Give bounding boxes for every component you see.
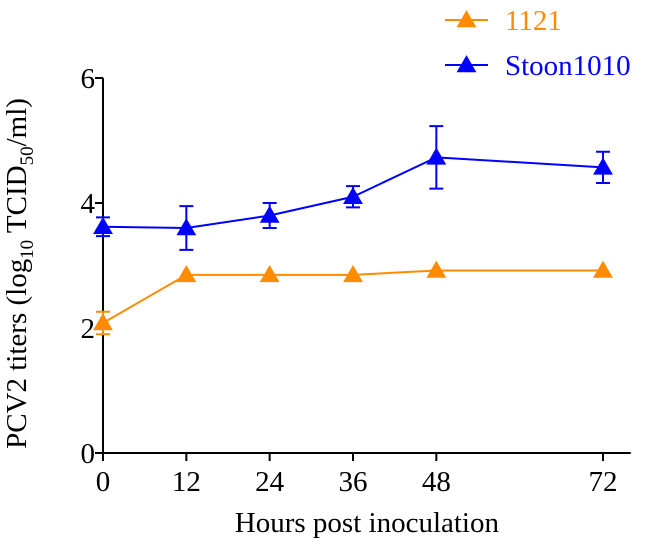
x-axis-label: Hours post inoculation [235, 507, 500, 539]
data-point [93, 216, 113, 234]
legend-label: Stoon1010 [505, 50, 631, 82]
data-point [593, 157, 613, 175]
legend-label: 1121 [505, 5, 562, 37]
legend-marker [456, 10, 477, 28]
series-1 [93, 260, 613, 336]
y-tick-label: 2 [81, 313, 96, 345]
data-point [343, 186, 363, 204]
y-axis-label-prefix: PCV2 titers (log [1, 259, 33, 449]
y-ticks: 0 2 4 6 [81, 63, 103, 470]
legend: 1121 Stoon1010 [445, 5, 631, 82]
data-point [176, 218, 197, 236]
y-tick-label: 0 [81, 438, 96, 470]
legend-item-1: 1121 [445, 5, 562, 37]
legend-marker [456, 55, 477, 73]
y-axis-label-sub1: 10 [17, 240, 38, 259]
x-tick-label: 36 [339, 466, 368, 498]
x-tick-label: 12 [172, 466, 201, 498]
series-2 [93, 125, 613, 251]
data-point [426, 147, 447, 165]
legend-item-2: Stoon1010 [445, 50, 631, 82]
series-line [102, 156, 604, 230]
y-axis-label-sub2: 50 [17, 146, 38, 165]
data-point [593, 260, 613, 278]
data-point [426, 260, 447, 278]
data-point [343, 264, 363, 283]
axes [102, 78, 631, 454]
x-tick-label: 24 [255, 466, 285, 498]
x-tick-label: 48 [422, 466, 451, 498]
data-point [176, 264, 197, 283]
y-axis-label-suffix: /ml) [1, 98, 33, 146]
x-tick-label: 72 [589, 466, 618, 498]
x-ticks: 0 12 24 36 48 72 [96, 453, 618, 498]
y-tick-label: 6 [81, 63, 96, 95]
data-point [259, 205, 280, 223]
y-axis-label: PCV2 titers (log10 TCID50/ml) [1, 98, 38, 449]
data-point [93, 313, 113, 331]
series-layer [93, 125, 613, 336]
y-axis-label-middle: TCID [1, 165, 33, 239]
series-line [102, 269, 603, 324]
data-point [259, 264, 280, 283]
x-tick-label: 0 [96, 466, 111, 498]
y-tick-label: 4 [81, 188, 96, 220]
